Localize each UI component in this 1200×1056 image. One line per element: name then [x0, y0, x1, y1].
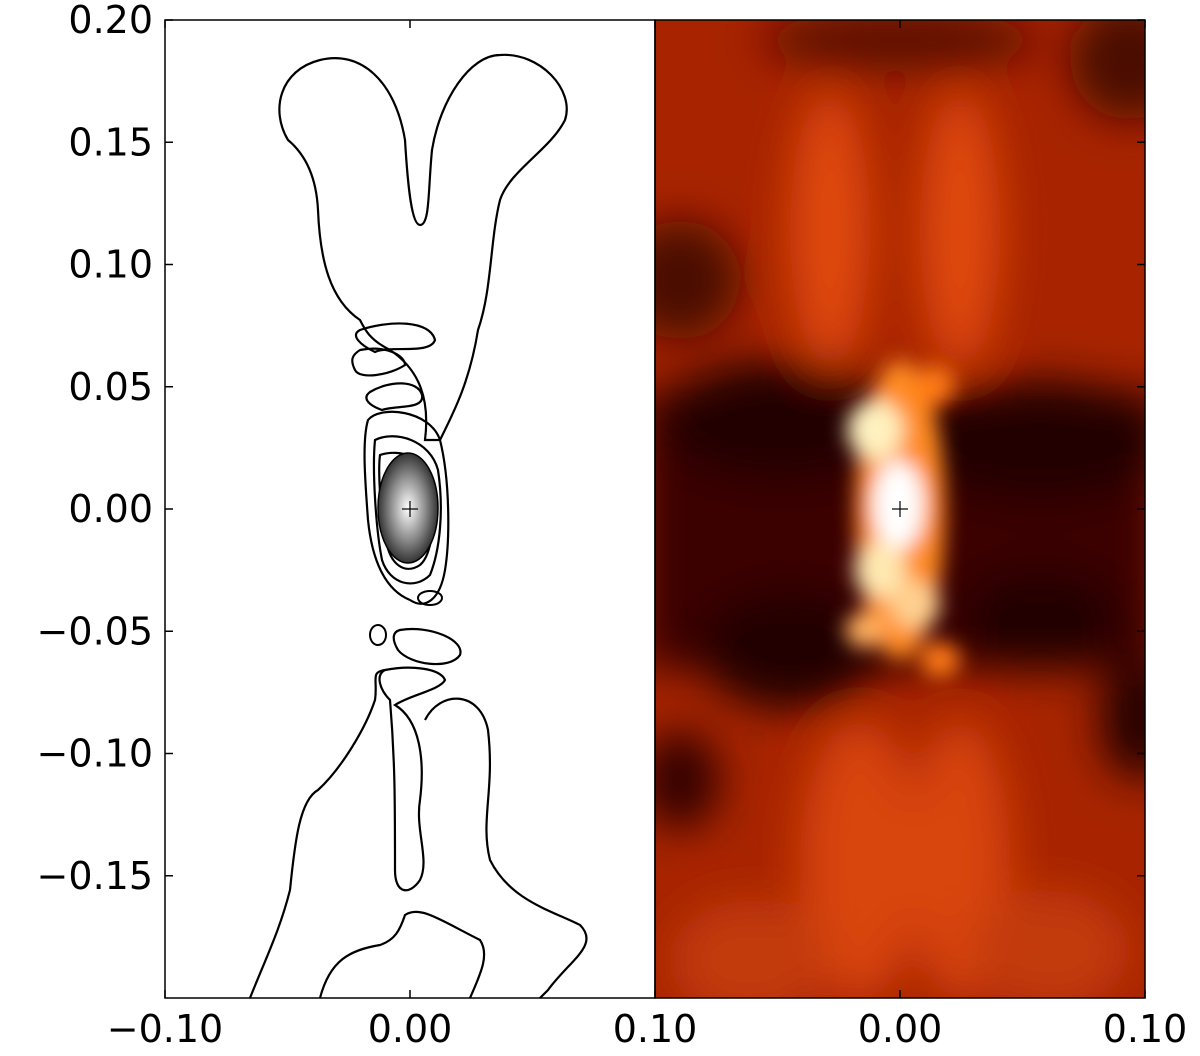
y-tick-label: 0.00 [68, 487, 153, 531]
y-tick-label: 0.10 [68, 243, 153, 287]
axes: −0.10 0.00 0.10 −0.15 −0.10 −0.05 0.00 0.05 0.10… [37, 0, 1188, 1051]
x-tick-label: 0.10 [1103, 1007, 1188, 1051]
x-tick-label: 0.10 [613, 1007, 698, 1051]
y-tick-label: −0.05 [37, 609, 153, 653]
intensity-map [655, 20, 1145, 998]
y-tick-label: −0.15 [37, 854, 153, 898]
y-tick-label: −0.10 [37, 732, 153, 776]
contours [248, 53, 588, 999]
x-tick-label: −0.10 [107, 1007, 223, 1051]
x-tick-label: 0.00 [858, 1007, 943, 1051]
y-tick-label: 0.15 [68, 120, 153, 164]
x-tick-label: 0.00 [368, 1007, 453, 1051]
y-tick-label: 0.20 [68, 0, 153, 42]
y-tick-label: 0.05 [68, 365, 153, 409]
